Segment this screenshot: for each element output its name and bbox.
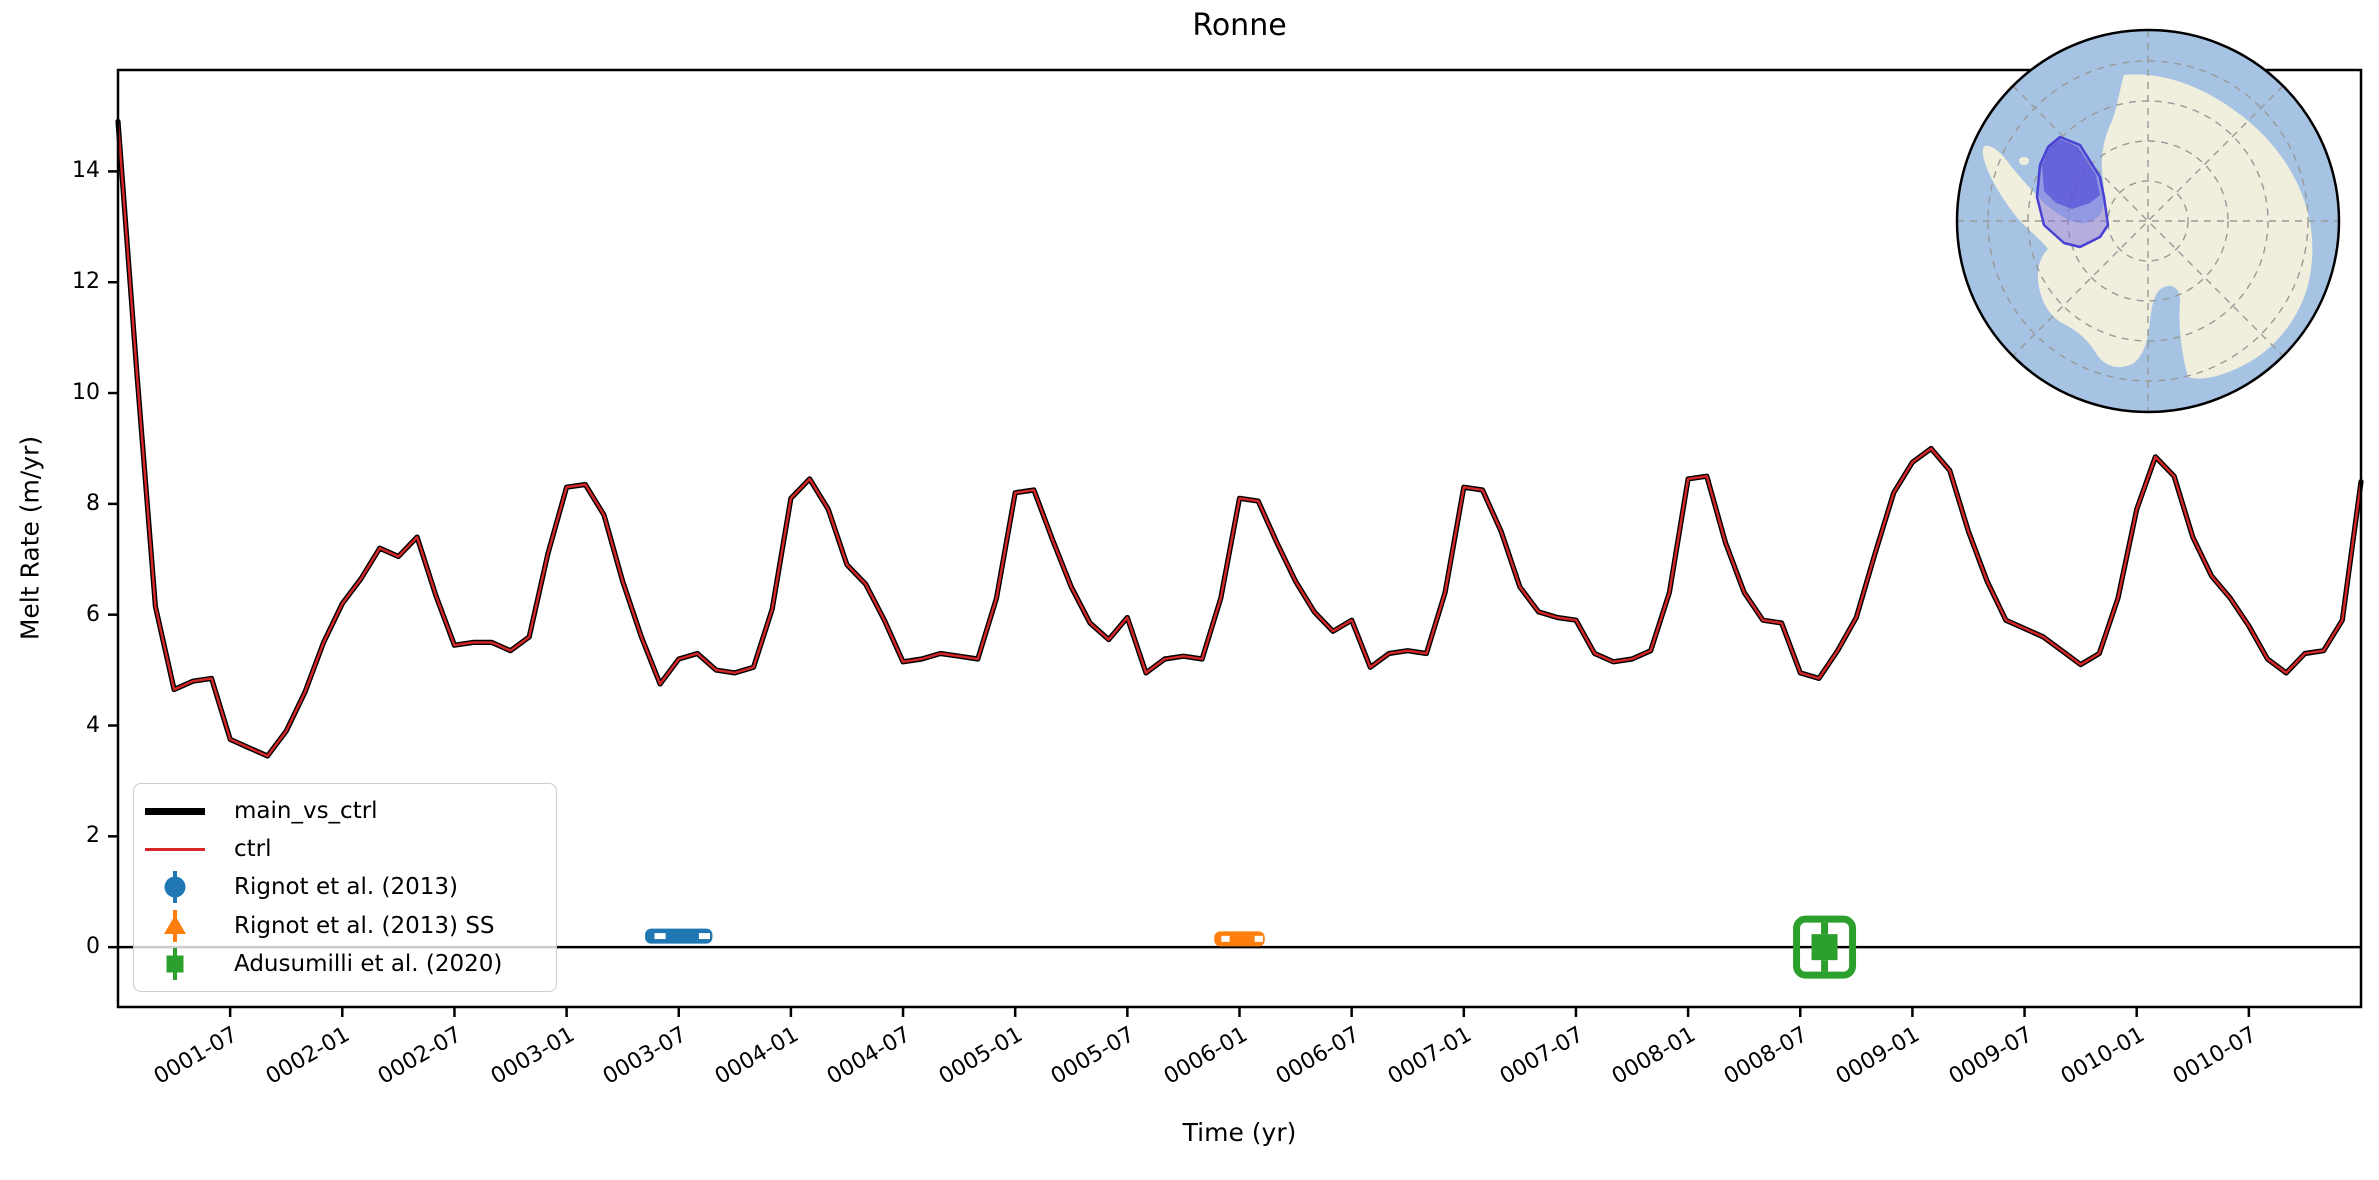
legend-label: ctrl: [234, 836, 272, 863]
green-square-errorbar-icon: [144, 946, 206, 982]
y-tick-label: 10: [72, 380, 100, 406]
ctrl-line: [116, 120, 2363, 758]
y-tick-label: 6: [86, 601, 100, 627]
y-tick-label: 2: [86, 823, 100, 849]
legend-label: Rignot et al. (2013) SS: [234, 912, 495, 939]
blue-circle-errorbar-icon: [144, 869, 206, 905]
y-tick-label: 0: [86, 934, 100, 960]
ronne-ice-shelf: [2042, 139, 2100, 209]
obs-errorbox: [1793, 915, 1857, 979]
legend-entry-adusumilli-2020: Adusumilli et al. (2020): [144, 945, 546, 982]
legend: main_vs_ctrl ctrl Rignot et al. (2013) R…: [133, 783, 557, 992]
legend-label: main_vs_ctrl: [234, 798, 378, 825]
plot-title: Ronne: [1192, 8, 1287, 43]
thick-black-line-icon: [144, 793, 206, 829]
map-island: [2106, 357, 2118, 365]
y-tick-label: 12: [72, 269, 100, 295]
legend-label: Rignot et al. (2013): [234, 874, 459, 901]
map-island: [2001, 176, 2015, 186]
map-island: [2019, 157, 2029, 165]
antarctica-inset-map: [1955, 28, 2341, 414]
legend-entry-ctrl: ctrl: [144, 831, 546, 868]
thin-red-line-icon: [144, 831, 206, 867]
obs-marker-triangle-up: [1214, 931, 1265, 947]
map-circle-border: [1955, 28, 2341, 414]
obs-marker-circle: [645, 928, 713, 944]
obs-marker-dash-gap: [1254, 935, 1263, 942]
y-tick-label: 14: [72, 158, 100, 184]
legend-entry-main-vs-ctrl: main_vs_ctrl: [144, 793, 546, 830]
x-axis-label: Time (yr): [1182, 1118, 1297, 1147]
legend-entry-rignot-2013: Rignot et al. (2013): [144, 869, 546, 906]
obs-marker-dash-gap: [654, 933, 666, 940]
legend-entry-rignot-2013-ss: Rignot et al. (2013) SS: [144, 907, 546, 944]
legend-label: Adusumilli et al. (2020): [234, 950, 503, 977]
orange-triangle-errorbar-icon: [144, 908, 206, 944]
obs-marker-square: [1811, 934, 1838, 961]
y-tick-label: 8: [86, 490, 100, 516]
y-tick-label: 4: [86, 712, 100, 738]
obs-marker-dash-gap: [698, 933, 711, 940]
obs-marker-dash-gap: [1221, 935, 1230, 942]
